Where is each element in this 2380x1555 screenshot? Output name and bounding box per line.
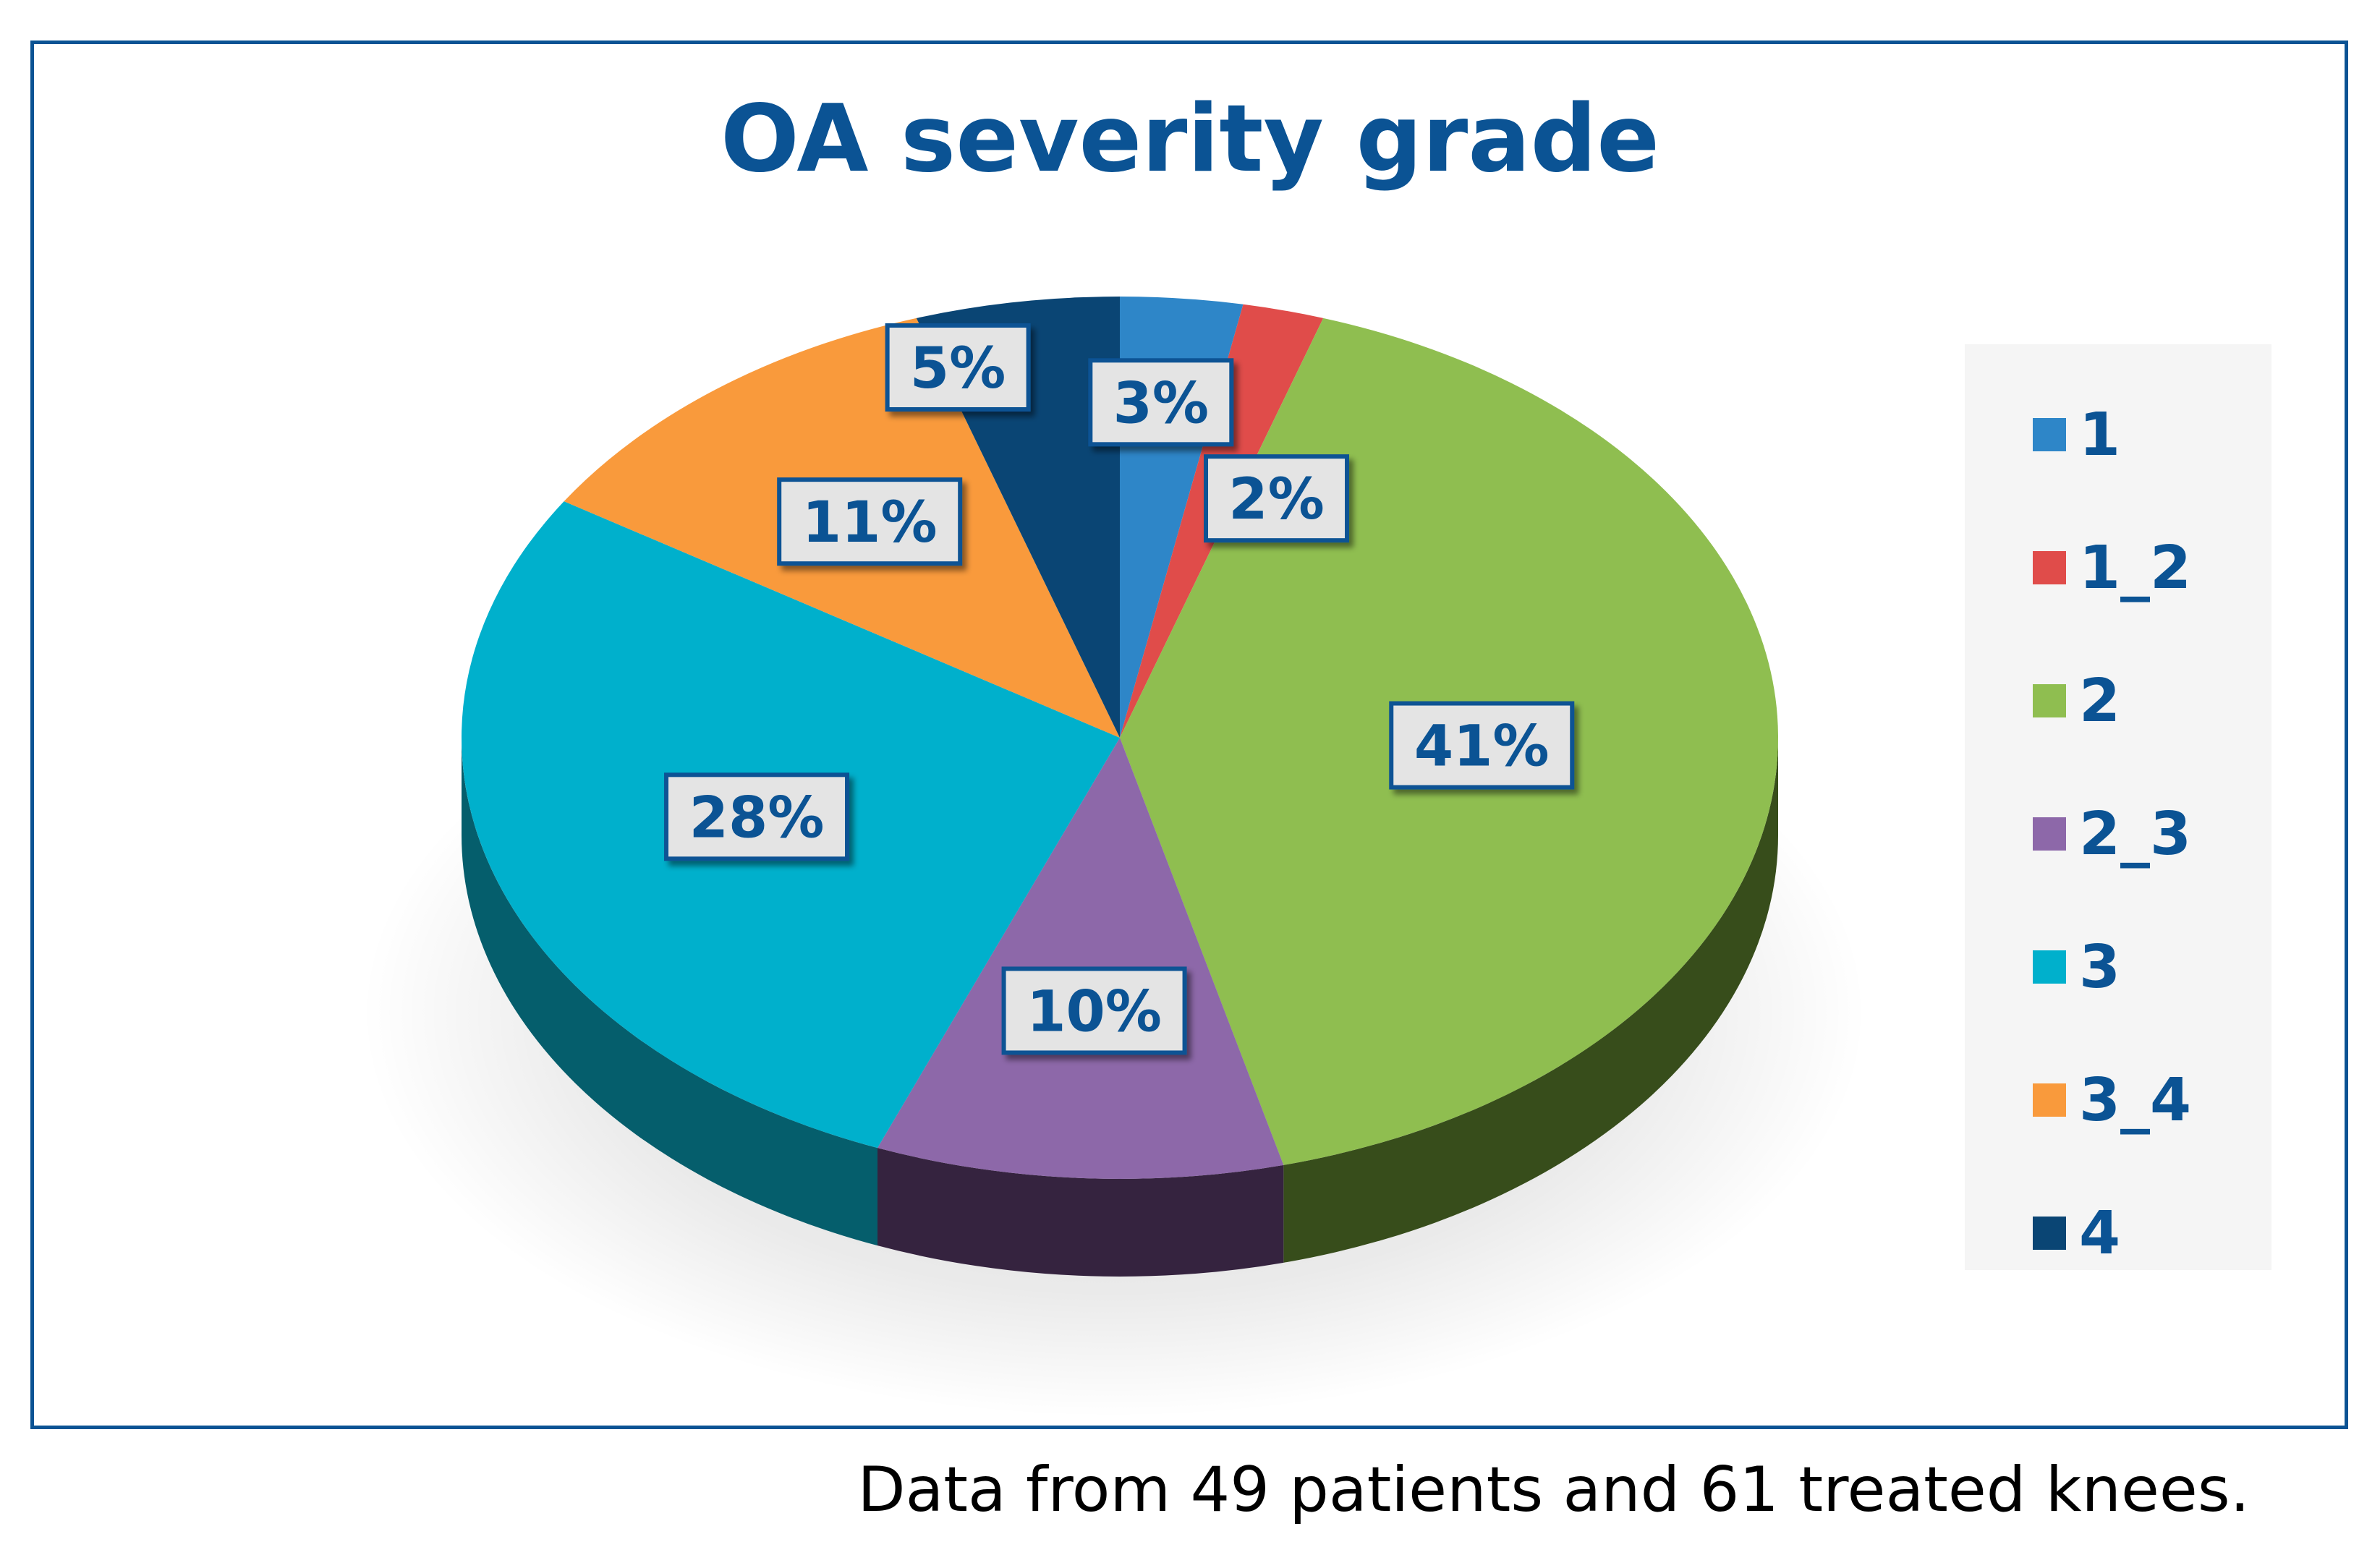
legend-label: 3_4 — [2079, 1065, 2192, 1135]
legend-swatch — [2033, 551, 2066, 584]
data-label-text: 5% — [910, 336, 1006, 401]
data-label-2-3: 10% — [1001, 966, 1187, 1055]
pie-side-3 — [462, 738, 878, 1246]
data-label-3: 28% — [664, 772, 850, 861]
data-label-text: 41% — [1414, 715, 1550, 780]
legend-item-1-2: 1_2 — [2033, 533, 2192, 602]
legend-label: 1 — [2079, 400, 2121, 469]
legend-item-1: 1 — [2033, 400, 2121, 469]
legend-item-3: 3 — [2033, 932, 2121, 1002]
data-label-3-4: 11% — [777, 477, 963, 566]
legend: 1 1_2 2 2_3 3 3_4 4 — [1965, 344, 2271, 1270]
data-label-4: 5% — [885, 323, 1031, 412]
pie-side-2 — [1283, 738, 1778, 1263]
legend-label: 4 — [2079, 1198, 2121, 1268]
data-label-box — [1389, 701, 1575, 790]
legend-swatch — [2033, 684, 2066, 717]
legend-swatch — [2033, 1217, 2066, 1250]
legend-item-2: 2 — [2033, 666, 2121, 736]
data-label-1-2: 2% — [1204, 454, 1350, 543]
legend-item-4: 4 — [2033, 1198, 2121, 1268]
data-label-2: 41% — [1389, 701, 1575, 790]
data-label-1: 3% — [1088, 358, 1234, 447]
data-label-text: 3% — [1113, 371, 1209, 436]
pie-slice-2-3 — [877, 738, 1284, 1180]
legend-swatch — [2033, 817, 2066, 851]
legend-label: 2_3 — [2079, 799, 2192, 869]
legend-label: 1_2 — [2079, 533, 2192, 602]
data-label-text: 10% — [1027, 979, 1162, 1044]
data-label-box — [1001, 966, 1187, 1055]
legend-label: 3 — [2079, 932, 2121, 1002]
data-label-box — [1088, 358, 1234, 447]
legend-swatch — [2033, 418, 2066, 451]
legend-swatch — [2033, 950, 2066, 984]
footnote: Data from 49 patients and 61 treated kne… — [857, 1454, 2250, 1526]
legend-label: 2 — [2079, 666, 2121, 736]
legend-item-2-3: 2_3 — [2033, 799, 2192, 869]
data-label-text: 2% — [1228, 467, 1324, 532]
data-label-box — [885, 323, 1031, 412]
data-label-text: 11% — [802, 490, 938, 555]
chart-title: OA severity grade — [721, 85, 1659, 193]
data-label-box — [777, 477, 963, 566]
data-label-box — [664, 772, 850, 861]
legend-swatch — [2033, 1083, 2066, 1117]
data-label-box — [1204, 454, 1350, 543]
data-label-text: 28% — [689, 785, 825, 851]
legend-item-3-4: 3_4 — [2033, 1065, 2192, 1135]
pie-side-2-3 — [877, 1148, 1284, 1277]
